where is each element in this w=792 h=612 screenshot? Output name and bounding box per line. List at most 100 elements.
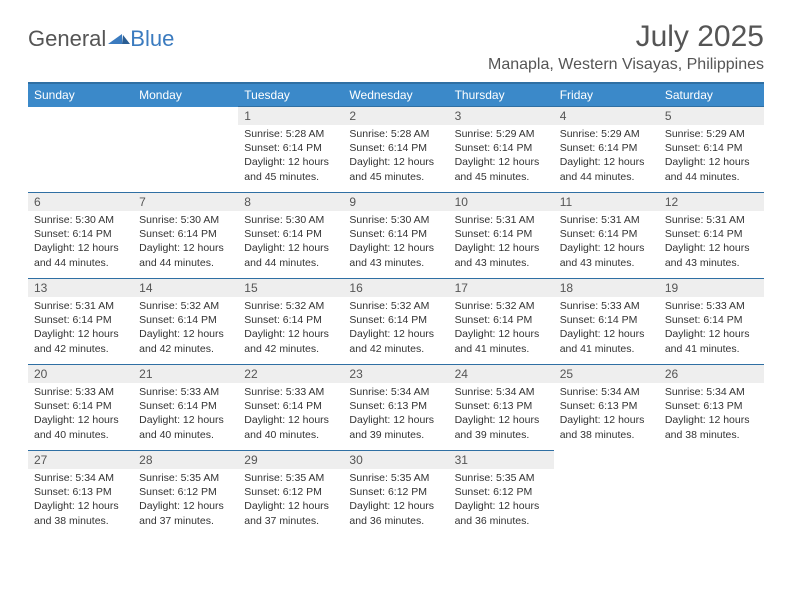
calendar-table: Sunday Monday Tuesday Wednesday Thursday…	[28, 82, 764, 537]
sunrise-text: Sunrise: 5:33 AM	[139, 385, 232, 399]
day-details: Sunrise: 5:30 AMSunset: 6:14 PMDaylight:…	[28, 211, 133, 274]
day-number: 10	[449, 193, 554, 211]
weekday-header: Thursday	[449, 83, 554, 107]
day-details: Sunrise: 5:35 AMSunset: 6:12 PMDaylight:…	[238, 469, 343, 532]
day-number: 29	[238, 451, 343, 469]
calendar-cell: 26Sunrise: 5:34 AMSunset: 6:13 PMDayligh…	[659, 365, 764, 451]
day-details: Sunrise: 5:32 AMSunset: 6:14 PMDaylight:…	[238, 297, 343, 360]
daylight-text: Daylight: 12 hours and 41 minutes.	[560, 327, 653, 355]
sunrise-text: Sunrise: 5:30 AM	[139, 213, 232, 227]
calendar-cell	[133, 107, 238, 193]
calendar-cell: 3Sunrise: 5:29 AMSunset: 6:14 PMDaylight…	[449, 107, 554, 193]
calendar-header-row: Sunday Monday Tuesday Wednesday Thursday…	[28, 83, 764, 107]
sunrise-text: Sunrise: 5:35 AM	[455, 471, 548, 485]
sunset-text: Sunset: 6:14 PM	[34, 313, 127, 327]
day-number: 24	[449, 365, 554, 383]
daylight-text: Daylight: 12 hours and 43 minutes.	[349, 241, 442, 269]
daylight-text: Daylight: 12 hours and 39 minutes.	[349, 413, 442, 441]
sunrise-text: Sunrise: 5:33 AM	[665, 299, 758, 313]
sunrise-text: Sunrise: 5:30 AM	[244, 213, 337, 227]
weekday-header: Wednesday	[343, 83, 448, 107]
day-details: Sunrise: 5:29 AMSunset: 6:14 PMDaylight:…	[554, 125, 659, 188]
day-details: Sunrise: 5:33 AMSunset: 6:14 PMDaylight:…	[133, 383, 238, 446]
sunrise-text: Sunrise: 5:29 AM	[665, 127, 758, 141]
title-block: July 2025 Manapla, Western Visayas, Phil…	[488, 20, 764, 80]
day-number: 1	[238, 107, 343, 125]
calendar-cell: 30Sunrise: 5:35 AMSunset: 6:12 PMDayligh…	[343, 451, 448, 537]
sunset-text: Sunset: 6:14 PM	[455, 227, 548, 241]
weekday-header: Saturday	[659, 83, 764, 107]
day-details: Sunrise: 5:30 AMSunset: 6:14 PMDaylight:…	[133, 211, 238, 274]
calendar-cell	[28, 107, 133, 193]
weekday-header: Monday	[133, 83, 238, 107]
sunrise-text: Sunrise: 5:35 AM	[139, 471, 232, 485]
day-details: Sunrise: 5:31 AMSunset: 6:14 PMDaylight:…	[449, 211, 554, 274]
daylight-text: Daylight: 12 hours and 43 minutes.	[560, 241, 653, 269]
day-details: Sunrise: 5:28 AMSunset: 6:14 PMDaylight:…	[238, 125, 343, 188]
daylight-text: Daylight: 12 hours and 45 minutes.	[455, 155, 548, 183]
sunrise-text: Sunrise: 5:29 AM	[455, 127, 548, 141]
day-number: 22	[238, 365, 343, 383]
sunrise-text: Sunrise: 5:34 AM	[34, 471, 127, 485]
calendar-week-row: 13Sunrise: 5:31 AMSunset: 6:14 PMDayligh…	[28, 279, 764, 365]
sunrise-text: Sunrise: 5:30 AM	[34, 213, 127, 227]
day-number: 21	[133, 365, 238, 383]
daylight-text: Daylight: 12 hours and 40 minutes.	[244, 413, 337, 441]
calendar-cell	[659, 451, 764, 537]
sunrise-text: Sunrise: 5:33 AM	[34, 385, 127, 399]
calendar-week-row: 1Sunrise: 5:28 AMSunset: 6:14 PMDaylight…	[28, 107, 764, 193]
day-number: 14	[133, 279, 238, 297]
calendar-page: General Blue July 2025 Manapla, Western …	[0, 0, 792, 557]
calendar-cell: 18Sunrise: 5:33 AMSunset: 6:14 PMDayligh…	[554, 279, 659, 365]
calendar-week-row: 20Sunrise: 5:33 AMSunset: 6:14 PMDayligh…	[28, 365, 764, 451]
sunset-text: Sunset: 6:14 PM	[244, 399, 337, 413]
day-number: 26	[659, 365, 764, 383]
day-details: Sunrise: 5:35 AMSunset: 6:12 PMDaylight:…	[449, 469, 554, 532]
daylight-text: Daylight: 12 hours and 41 minutes.	[665, 327, 758, 355]
calendar-cell: 6Sunrise: 5:30 AMSunset: 6:14 PMDaylight…	[28, 193, 133, 279]
calendar-cell: 24Sunrise: 5:34 AMSunset: 6:13 PMDayligh…	[449, 365, 554, 451]
day-details: Sunrise: 5:33 AMSunset: 6:14 PMDaylight:…	[28, 383, 133, 446]
sunrise-text: Sunrise: 5:31 AM	[665, 213, 758, 227]
weekday-header: Sunday	[28, 83, 133, 107]
calendar-cell: 13Sunrise: 5:31 AMSunset: 6:14 PMDayligh…	[28, 279, 133, 365]
daylight-text: Daylight: 12 hours and 38 minutes.	[34, 499, 127, 527]
calendar-cell: 12Sunrise: 5:31 AMSunset: 6:14 PMDayligh…	[659, 193, 764, 279]
day-number: 20	[28, 365, 133, 383]
day-number: 7	[133, 193, 238, 211]
daylight-text: Daylight: 12 hours and 41 minutes.	[455, 327, 548, 355]
sunrise-text: Sunrise: 5:35 AM	[349, 471, 442, 485]
day-number: 8	[238, 193, 343, 211]
sunset-text: Sunset: 6:14 PM	[34, 227, 127, 241]
sunrise-text: Sunrise: 5:33 AM	[244, 385, 337, 399]
daylight-text: Daylight: 12 hours and 42 minutes.	[139, 327, 232, 355]
calendar-cell: 7Sunrise: 5:30 AMSunset: 6:14 PMDaylight…	[133, 193, 238, 279]
day-details: Sunrise: 5:29 AMSunset: 6:14 PMDaylight:…	[449, 125, 554, 188]
day-number: 5	[659, 107, 764, 125]
calendar-cell: 17Sunrise: 5:32 AMSunset: 6:14 PMDayligh…	[449, 279, 554, 365]
day-details: Sunrise: 5:32 AMSunset: 6:14 PMDaylight:…	[449, 297, 554, 360]
daylight-text: Daylight: 12 hours and 42 minutes.	[244, 327, 337, 355]
sunrise-text: Sunrise: 5:34 AM	[560, 385, 653, 399]
day-details: Sunrise: 5:33 AMSunset: 6:14 PMDaylight:…	[554, 297, 659, 360]
sunrise-text: Sunrise: 5:28 AM	[244, 127, 337, 141]
calendar-cell: 5Sunrise: 5:29 AMSunset: 6:14 PMDaylight…	[659, 107, 764, 193]
calendar-cell: 31Sunrise: 5:35 AMSunset: 6:12 PMDayligh…	[449, 451, 554, 537]
calendar-body: 1Sunrise: 5:28 AMSunset: 6:14 PMDaylight…	[28, 107, 764, 537]
day-details: Sunrise: 5:34 AMSunset: 6:13 PMDaylight:…	[554, 383, 659, 446]
day-details: Sunrise: 5:34 AMSunset: 6:13 PMDaylight:…	[28, 469, 133, 532]
sunset-text: Sunset: 6:14 PM	[244, 141, 337, 155]
calendar-cell: 21Sunrise: 5:33 AMSunset: 6:14 PMDayligh…	[133, 365, 238, 451]
sunset-text: Sunset: 6:14 PM	[349, 141, 442, 155]
calendar-cell: 28Sunrise: 5:35 AMSunset: 6:12 PMDayligh…	[133, 451, 238, 537]
sunset-text: Sunset: 6:13 PM	[665, 399, 758, 413]
month-title: July 2025	[488, 20, 764, 54]
sunset-text: Sunset: 6:14 PM	[139, 399, 232, 413]
day-number: 12	[659, 193, 764, 211]
day-details: Sunrise: 5:34 AMSunset: 6:13 PMDaylight:…	[343, 383, 448, 446]
sunset-text: Sunset: 6:14 PM	[139, 227, 232, 241]
sunset-text: Sunset: 6:14 PM	[665, 141, 758, 155]
day-number: 11	[554, 193, 659, 211]
daylight-text: Daylight: 12 hours and 36 minutes.	[455, 499, 548, 527]
day-number: 17	[449, 279, 554, 297]
